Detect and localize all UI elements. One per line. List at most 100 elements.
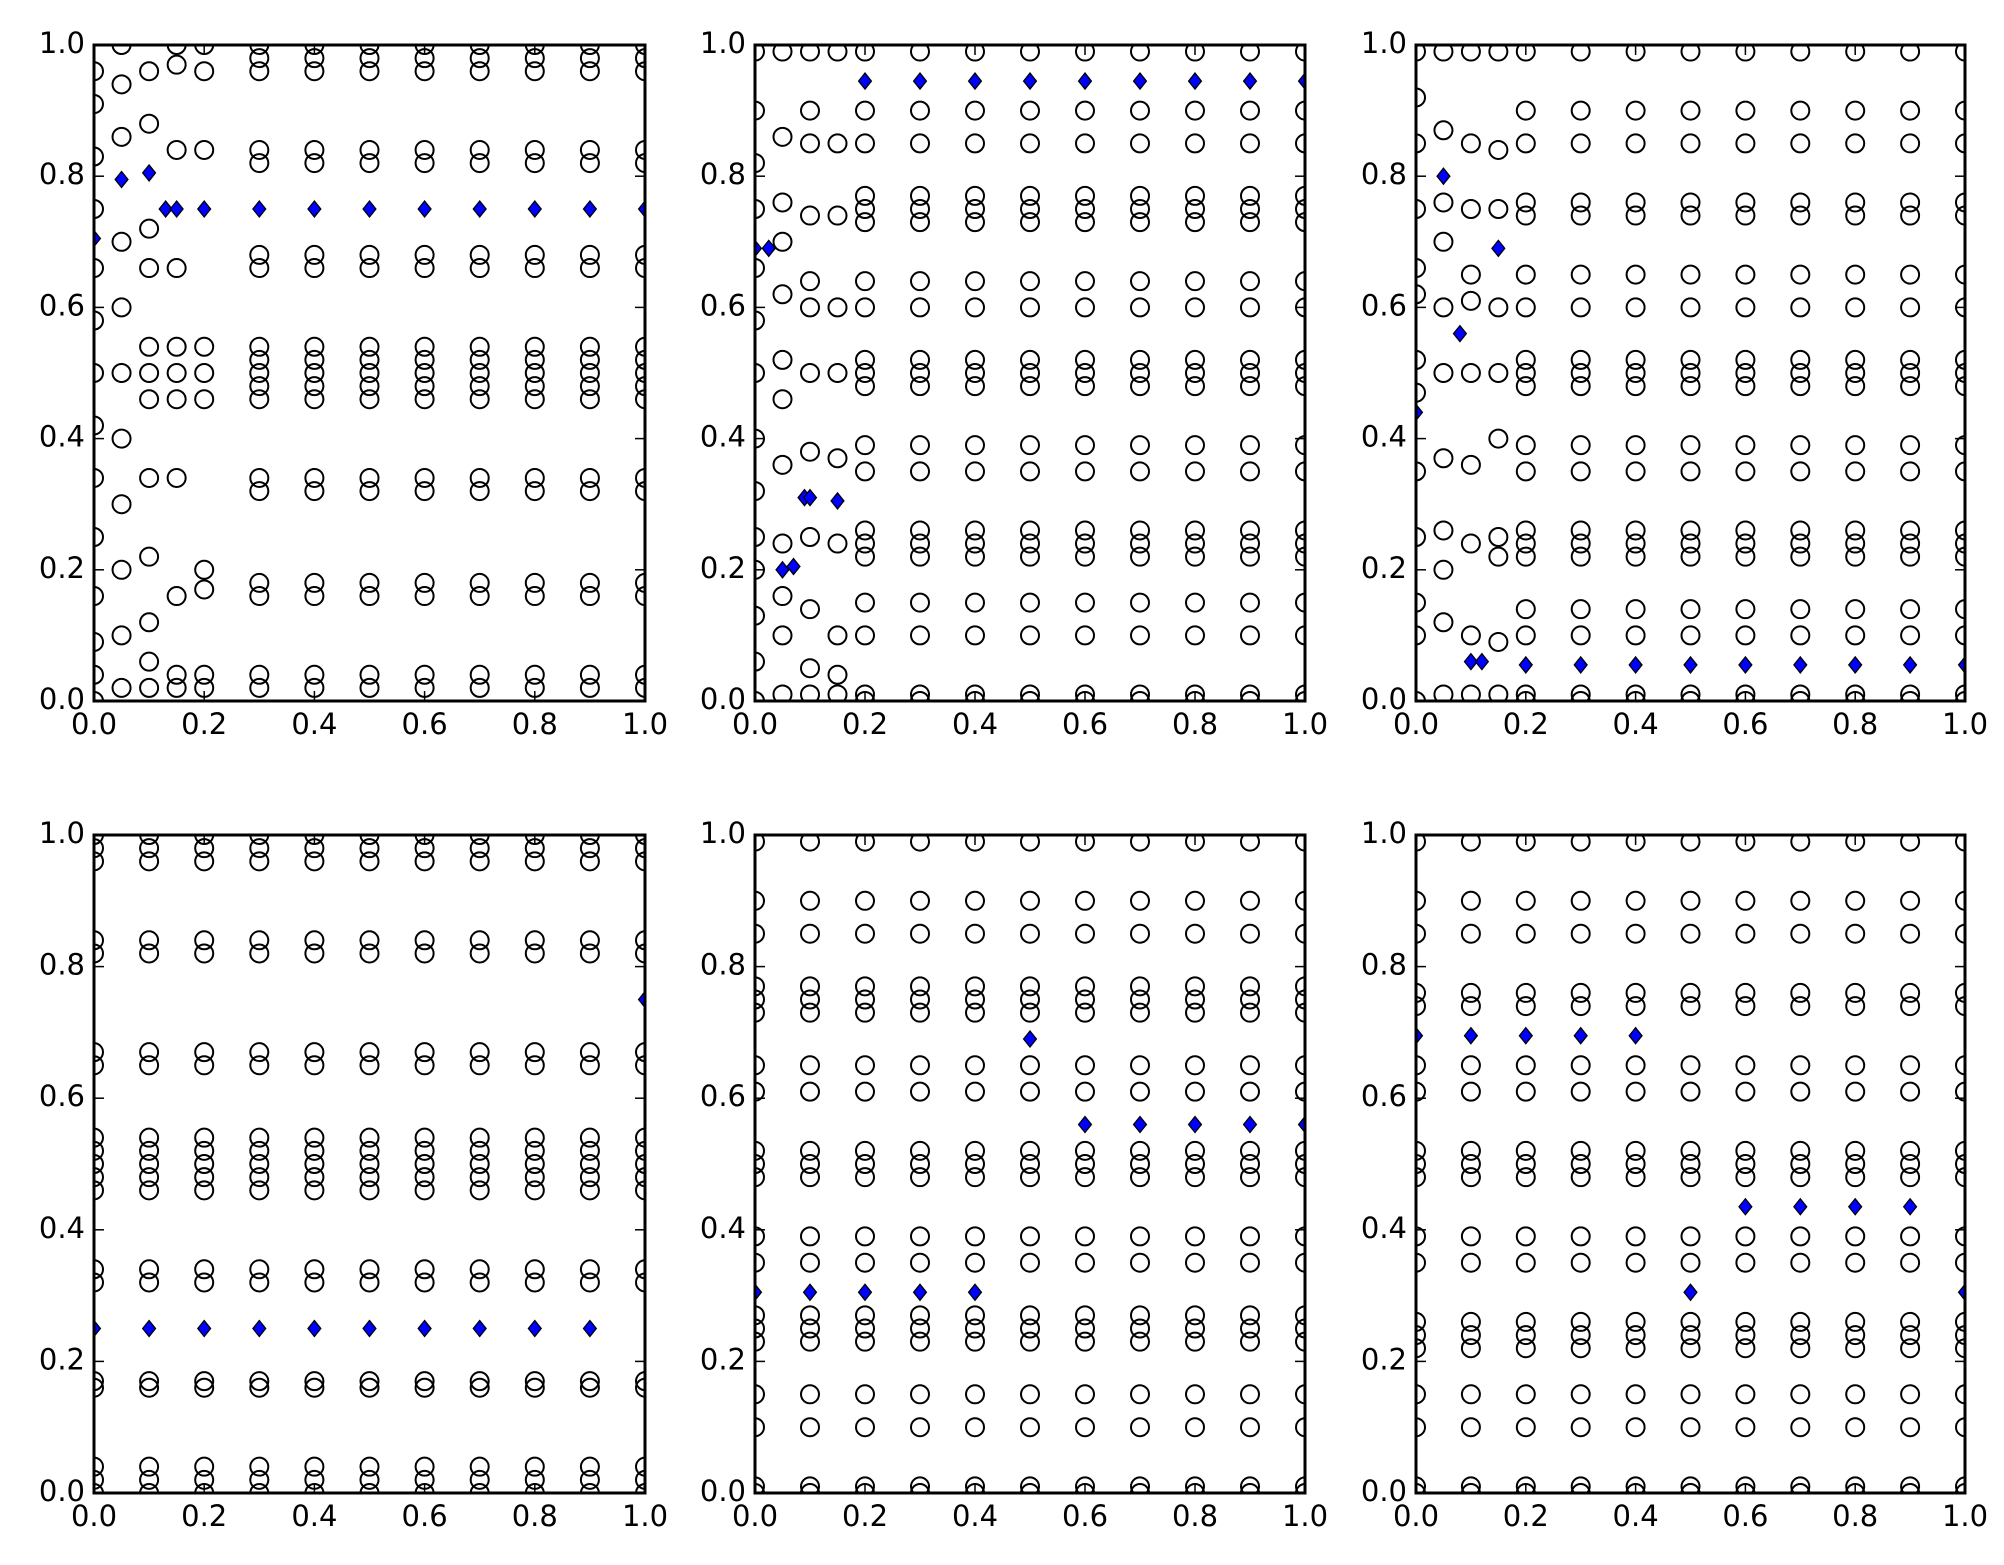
circle-marker (800, 989, 820, 1010)
circle-marker (1295, 625, 1305, 646)
circle-marker (1900, 376, 1921, 397)
diamond-marker (1297, 1115, 1305, 1134)
circle-marker (635, 572, 645, 593)
circle-marker (1240, 1002, 1260, 1023)
circle-marker (1185, 625, 1205, 646)
circle-marker (855, 1417, 875, 1438)
circle-marker (524, 363, 545, 383)
circle-marker (359, 1140, 380, 1161)
circle-marker (800, 684, 820, 701)
circle-marker (635, 943, 645, 964)
circle-marker (359, 835, 380, 845)
circle-marker (1790, 982, 1811, 1003)
circle-marker (855, 976, 875, 997)
circle-marker (755, 1417, 765, 1438)
circle-marker (1625, 625, 1646, 646)
diamond-marker (1463, 652, 1479, 671)
circle-marker (800, 1318, 820, 1339)
circle-marker (1570, 625, 1591, 646)
circle-marker (772, 454, 793, 475)
circle-marker (1433, 45, 1454, 62)
circle-marker (800, 890, 820, 911)
circle-marker (194, 1259, 215, 1280)
diamond-marker (362, 199, 377, 219)
circle-marker (772, 389, 793, 410)
circle-marker (1900, 599, 1921, 620)
circle-marker (1130, 533, 1150, 554)
circle-marker (1075, 1140, 1095, 1161)
circle-marker (579, 1371, 600, 1392)
circle-marker (1240, 1331, 1260, 1352)
circle-marker (910, 533, 930, 554)
circle-marker (469, 1456, 490, 1477)
x-tick-label: 1.0 (1282, 707, 1328, 741)
circle-marker (359, 930, 380, 951)
circle-marker (1900, 1167, 1921, 1188)
circle-marker (249, 139, 270, 160)
circle-marker (1020, 185, 1040, 206)
y-tick-label: 1.0 (700, 26, 746, 60)
circle-marker (1185, 461, 1205, 482)
circle-marker (1845, 1338, 1866, 1359)
circle-marker (1735, 1081, 1756, 1102)
diamond-marker (786, 557, 801, 576)
circle-marker (1460, 1384, 1481, 1405)
circle-marker (1680, 349, 1701, 370)
circle-marker (1625, 1338, 1646, 1359)
circle-marker (194, 1456, 215, 1477)
circle-marker (635, 389, 645, 410)
circle-marker (910, 1002, 930, 1023)
circle-marker (910, 1140, 930, 1161)
diamond-marker (1436, 167, 1451, 186)
circle-marker (579, 481, 600, 502)
circle-marker (1020, 1417, 1040, 1438)
circle-marker (579, 851, 600, 872)
circle-marker (755, 1002, 765, 1023)
circle-marker (469, 363, 490, 383)
circle-marker (1845, 363, 1866, 383)
circle-marker (414, 61, 435, 82)
circle-marker (1900, 297, 1921, 318)
x-tick-label: 0.6 (1722, 707, 1768, 741)
circle-marker (1625, 349, 1646, 370)
circle-marker (1680, 1384, 1701, 1405)
circle-marker (359, 389, 380, 410)
circle-marker (1075, 376, 1095, 397)
circle-marker (139, 838, 160, 859)
x-tick-label: 0.6 (402, 707, 448, 741)
circle-marker (1130, 349, 1150, 370)
circle-marker (1515, 133, 1536, 154)
circle-marker (414, 376, 435, 397)
circle-marker (772, 684, 793, 701)
diamond-marker (1077, 1115, 1093, 1134)
circle-marker (1460, 290, 1481, 311)
circle-marker (1900, 1140, 1921, 1161)
circle-marker (965, 625, 985, 646)
circle-marker (1790, 1483, 1811, 1493)
circle-marker (1955, 835, 1965, 852)
x-tick-label: 0.6 (1722, 1499, 1768, 1533)
circle-marker (755, 1305, 765, 1326)
circle-marker (1240, 185, 1260, 206)
circle-marker (1570, 1483, 1591, 1493)
circle-marker (1460, 625, 1481, 646)
circle-marker (1845, 205, 1866, 226)
circle-marker (1680, 625, 1701, 646)
y-tick-label: 0.6 (39, 1079, 85, 1113)
circle-marker (1515, 100, 1536, 121)
circle-marker (1900, 1476, 1921, 1493)
circle-marker (579, 1154, 600, 1174)
circle-marker (1790, 1154, 1811, 1174)
circle-marker (1460, 363, 1481, 383)
circle-marker (1240, 835, 1260, 852)
x-tick-label: 0.0 (1393, 707, 1439, 741)
circle-marker (524, 586, 545, 607)
circle-marker (1845, 297, 1866, 318)
circle-marker (910, 435, 930, 456)
circle-marker (1515, 996, 1536, 1017)
circle-marker (910, 461, 930, 482)
circle-marker (359, 153, 380, 174)
circle-marker (755, 1081, 765, 1102)
circle-marker (579, 1456, 600, 1477)
circle-marker (1240, 1055, 1260, 1076)
